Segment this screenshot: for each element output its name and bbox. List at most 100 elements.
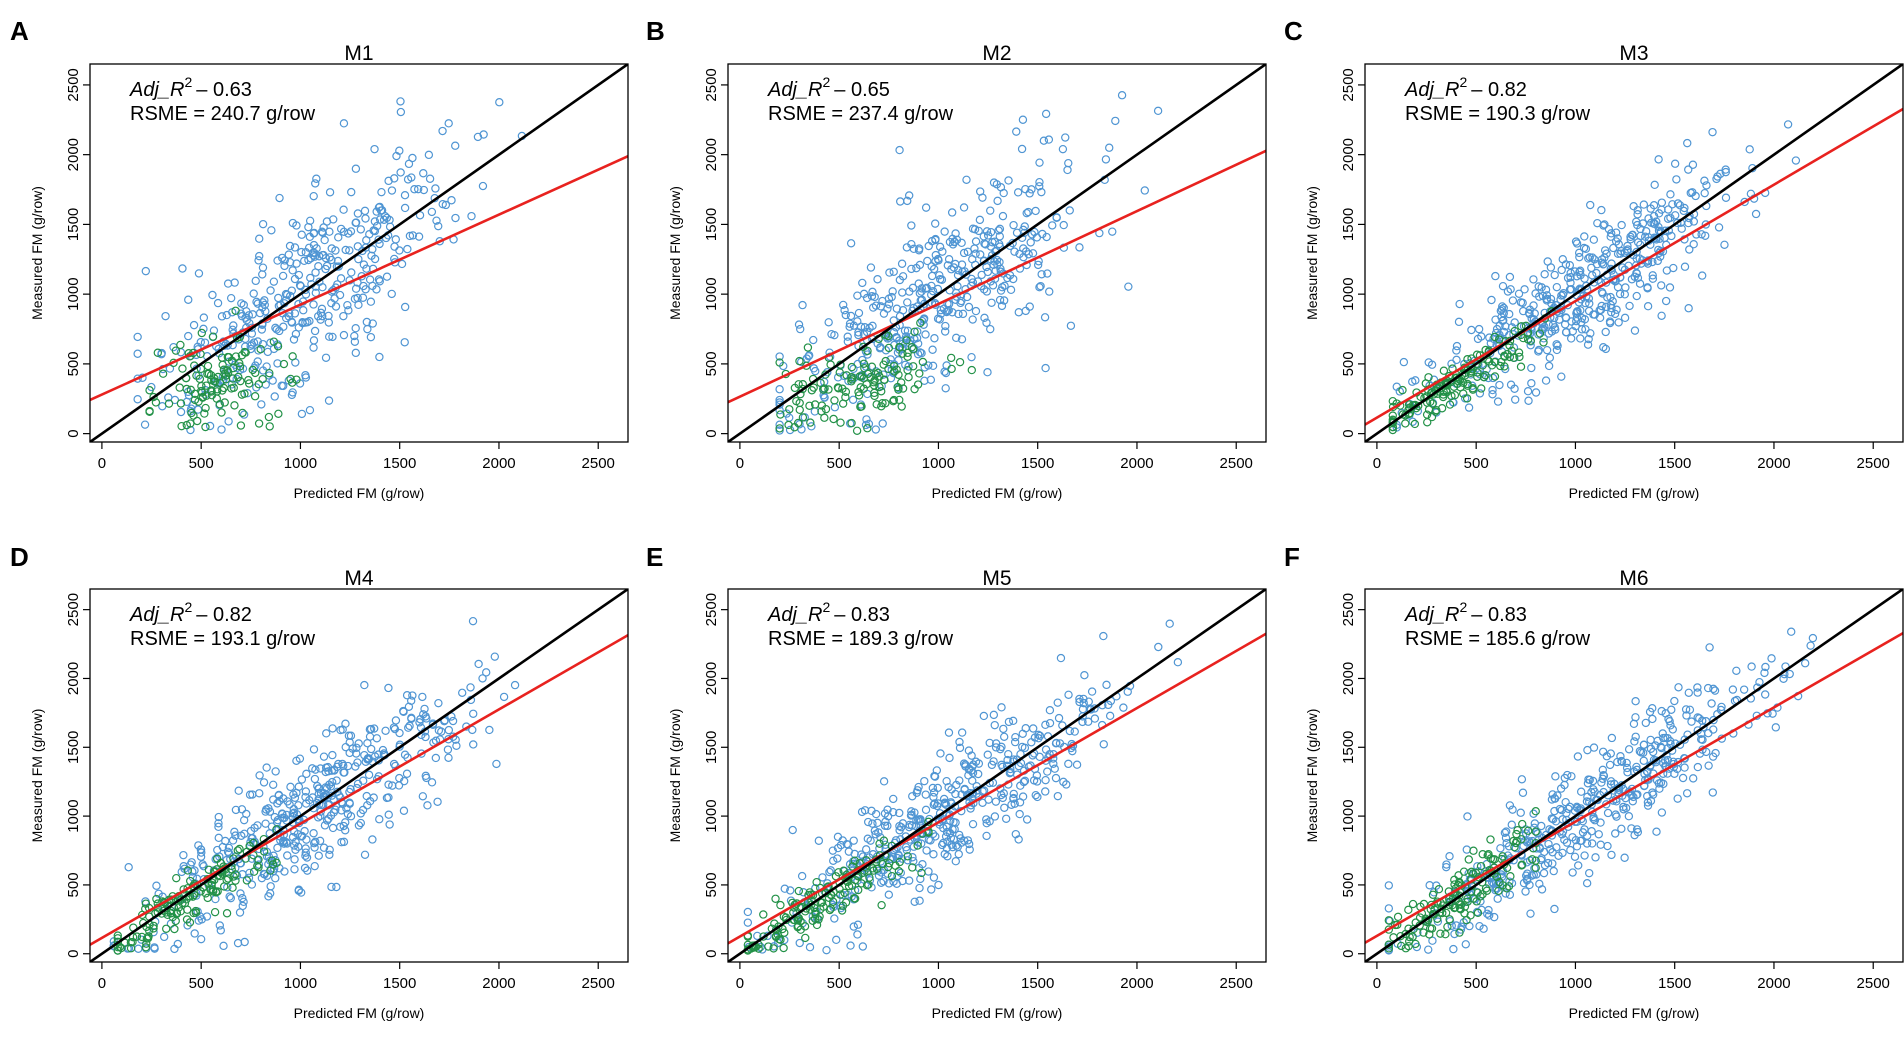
- blue-point: [923, 256, 932, 266]
- blue-point: [1751, 209, 1761, 219]
- blue-point: [907, 239, 916, 249]
- blue-point: [228, 836, 238, 845]
- blue-point: [261, 819, 270, 828]
- blue-point: [1673, 218, 1682, 228]
- blue-point: [973, 769, 983, 779]
- blue-point: [1589, 785, 1598, 794]
- blue-point: [915, 289, 925, 298]
- blue-point: [1672, 175, 1681, 184]
- blue-point: [1640, 769, 1649, 779]
- x-tick-label: 500: [189, 455, 214, 472]
- green-point: [1486, 854, 1496, 863]
- blue-point: [1701, 220, 1711, 229]
- blue-point: [444, 753, 453, 763]
- blue-point: [353, 293, 362, 303]
- blue-point: [873, 339, 882, 348]
- blue-point: [1630, 326, 1640, 335]
- blue-point: [1576, 334, 1585, 343]
- plot-area: [1365, 64, 1903, 442]
- blue-point: [1009, 789, 1018, 799]
- blue-point: [443, 745, 453, 754]
- green-point: [256, 344, 265, 354]
- blue-point: [753, 931, 762, 941]
- blue-point: [314, 789, 323, 799]
- blue-point: [1123, 687, 1132, 696]
- blue-point: [1058, 144, 1068, 154]
- blue-point: [1102, 680, 1111, 690]
- blue-point: [798, 300, 807, 310]
- y-tick-label: 1500: [703, 731, 720, 764]
- blue-point: [1585, 253, 1594, 262]
- green-point: [185, 918, 195, 927]
- green-point: [852, 426, 862, 435]
- blue-point: [1620, 313, 1630, 323]
- blue-point: [468, 616, 478, 626]
- blue-point: [421, 732, 430, 742]
- green-point: [1438, 392, 1448, 402]
- blue-point: [1575, 252, 1584, 262]
- blue-point: [1483, 909, 1492, 918]
- blue-point: [1442, 862, 1451, 872]
- blue-point: [1649, 219, 1658, 228]
- blue-point: [1705, 643, 1714, 652]
- green-point: [857, 372, 866, 381]
- blue-point: [951, 229, 960, 238]
- blue-point: [1070, 727, 1079, 736]
- green-point: [895, 343, 905, 352]
- blue-point: [290, 841, 299, 850]
- green-point: [842, 371, 851, 380]
- blue-point: [1627, 275, 1637, 284]
- blue-point: [841, 310, 850, 320]
- blue-point: [805, 943, 815, 952]
- green-point: [955, 357, 965, 367]
- blue-point: [285, 258, 295, 267]
- blue-point: [214, 812, 223, 822]
- green-point: [870, 388, 879, 398]
- blue-point: [861, 845, 871, 854]
- blue-point: [301, 371, 310, 380]
- adj-r2-label: Adj_R: [129, 604, 184, 626]
- blue-point: [354, 254, 363, 264]
- blue-point: [1739, 685, 1749, 694]
- green-point: [183, 866, 192, 875]
- blue-point: [1714, 223, 1724, 232]
- green-point: [854, 391, 864, 400]
- blue-point: [177, 867, 186, 877]
- y-tick-label: 2000: [703, 138, 720, 171]
- blue-point: [954, 266, 963, 275]
- blue-point: [366, 332, 376, 342]
- blue-point: [1064, 690, 1073, 699]
- blue-point: [304, 243, 314, 252]
- y-tick-label: 2500: [65, 593, 82, 626]
- green-point: [913, 841, 922, 850]
- blue-point: [1015, 249, 1024, 259]
- blue-point: [795, 938, 804, 948]
- blue-point: [1599, 771, 1609, 781]
- blue-point: [1034, 734, 1043, 743]
- blue-point: [944, 728, 954, 737]
- blue-point: [1056, 653, 1066, 663]
- blue-point: [402, 691, 412, 700]
- chart-title: M6: [1619, 567, 1648, 590]
- blue-point: [1623, 241, 1632, 251]
- blue-point: [1012, 127, 1021, 136]
- blue-point: [289, 335, 299, 344]
- blue-point: [1445, 852, 1454, 861]
- x-tick-label: 500: [827, 975, 852, 992]
- blue-point: [1027, 185, 1036, 194]
- identity-line: [1365, 64, 1903, 442]
- green-point: [1450, 903, 1460, 912]
- blue-point: [269, 277, 279, 286]
- blue-point: [258, 298, 268, 307]
- blue-point: [1540, 322, 1549, 331]
- blue-point: [499, 692, 509, 702]
- blue-point: [282, 838, 291, 847]
- blue-point: [935, 242, 945, 252]
- blue-point: [1496, 844, 1505, 853]
- blue-point: [930, 771, 939, 781]
- blue-point: [1588, 253, 1597, 262]
- blue-point: [1633, 827, 1643, 837]
- blue-point: [1628, 797, 1637, 806]
- plot-area: [1365, 589, 1903, 962]
- blue-point: [184, 331, 193, 341]
